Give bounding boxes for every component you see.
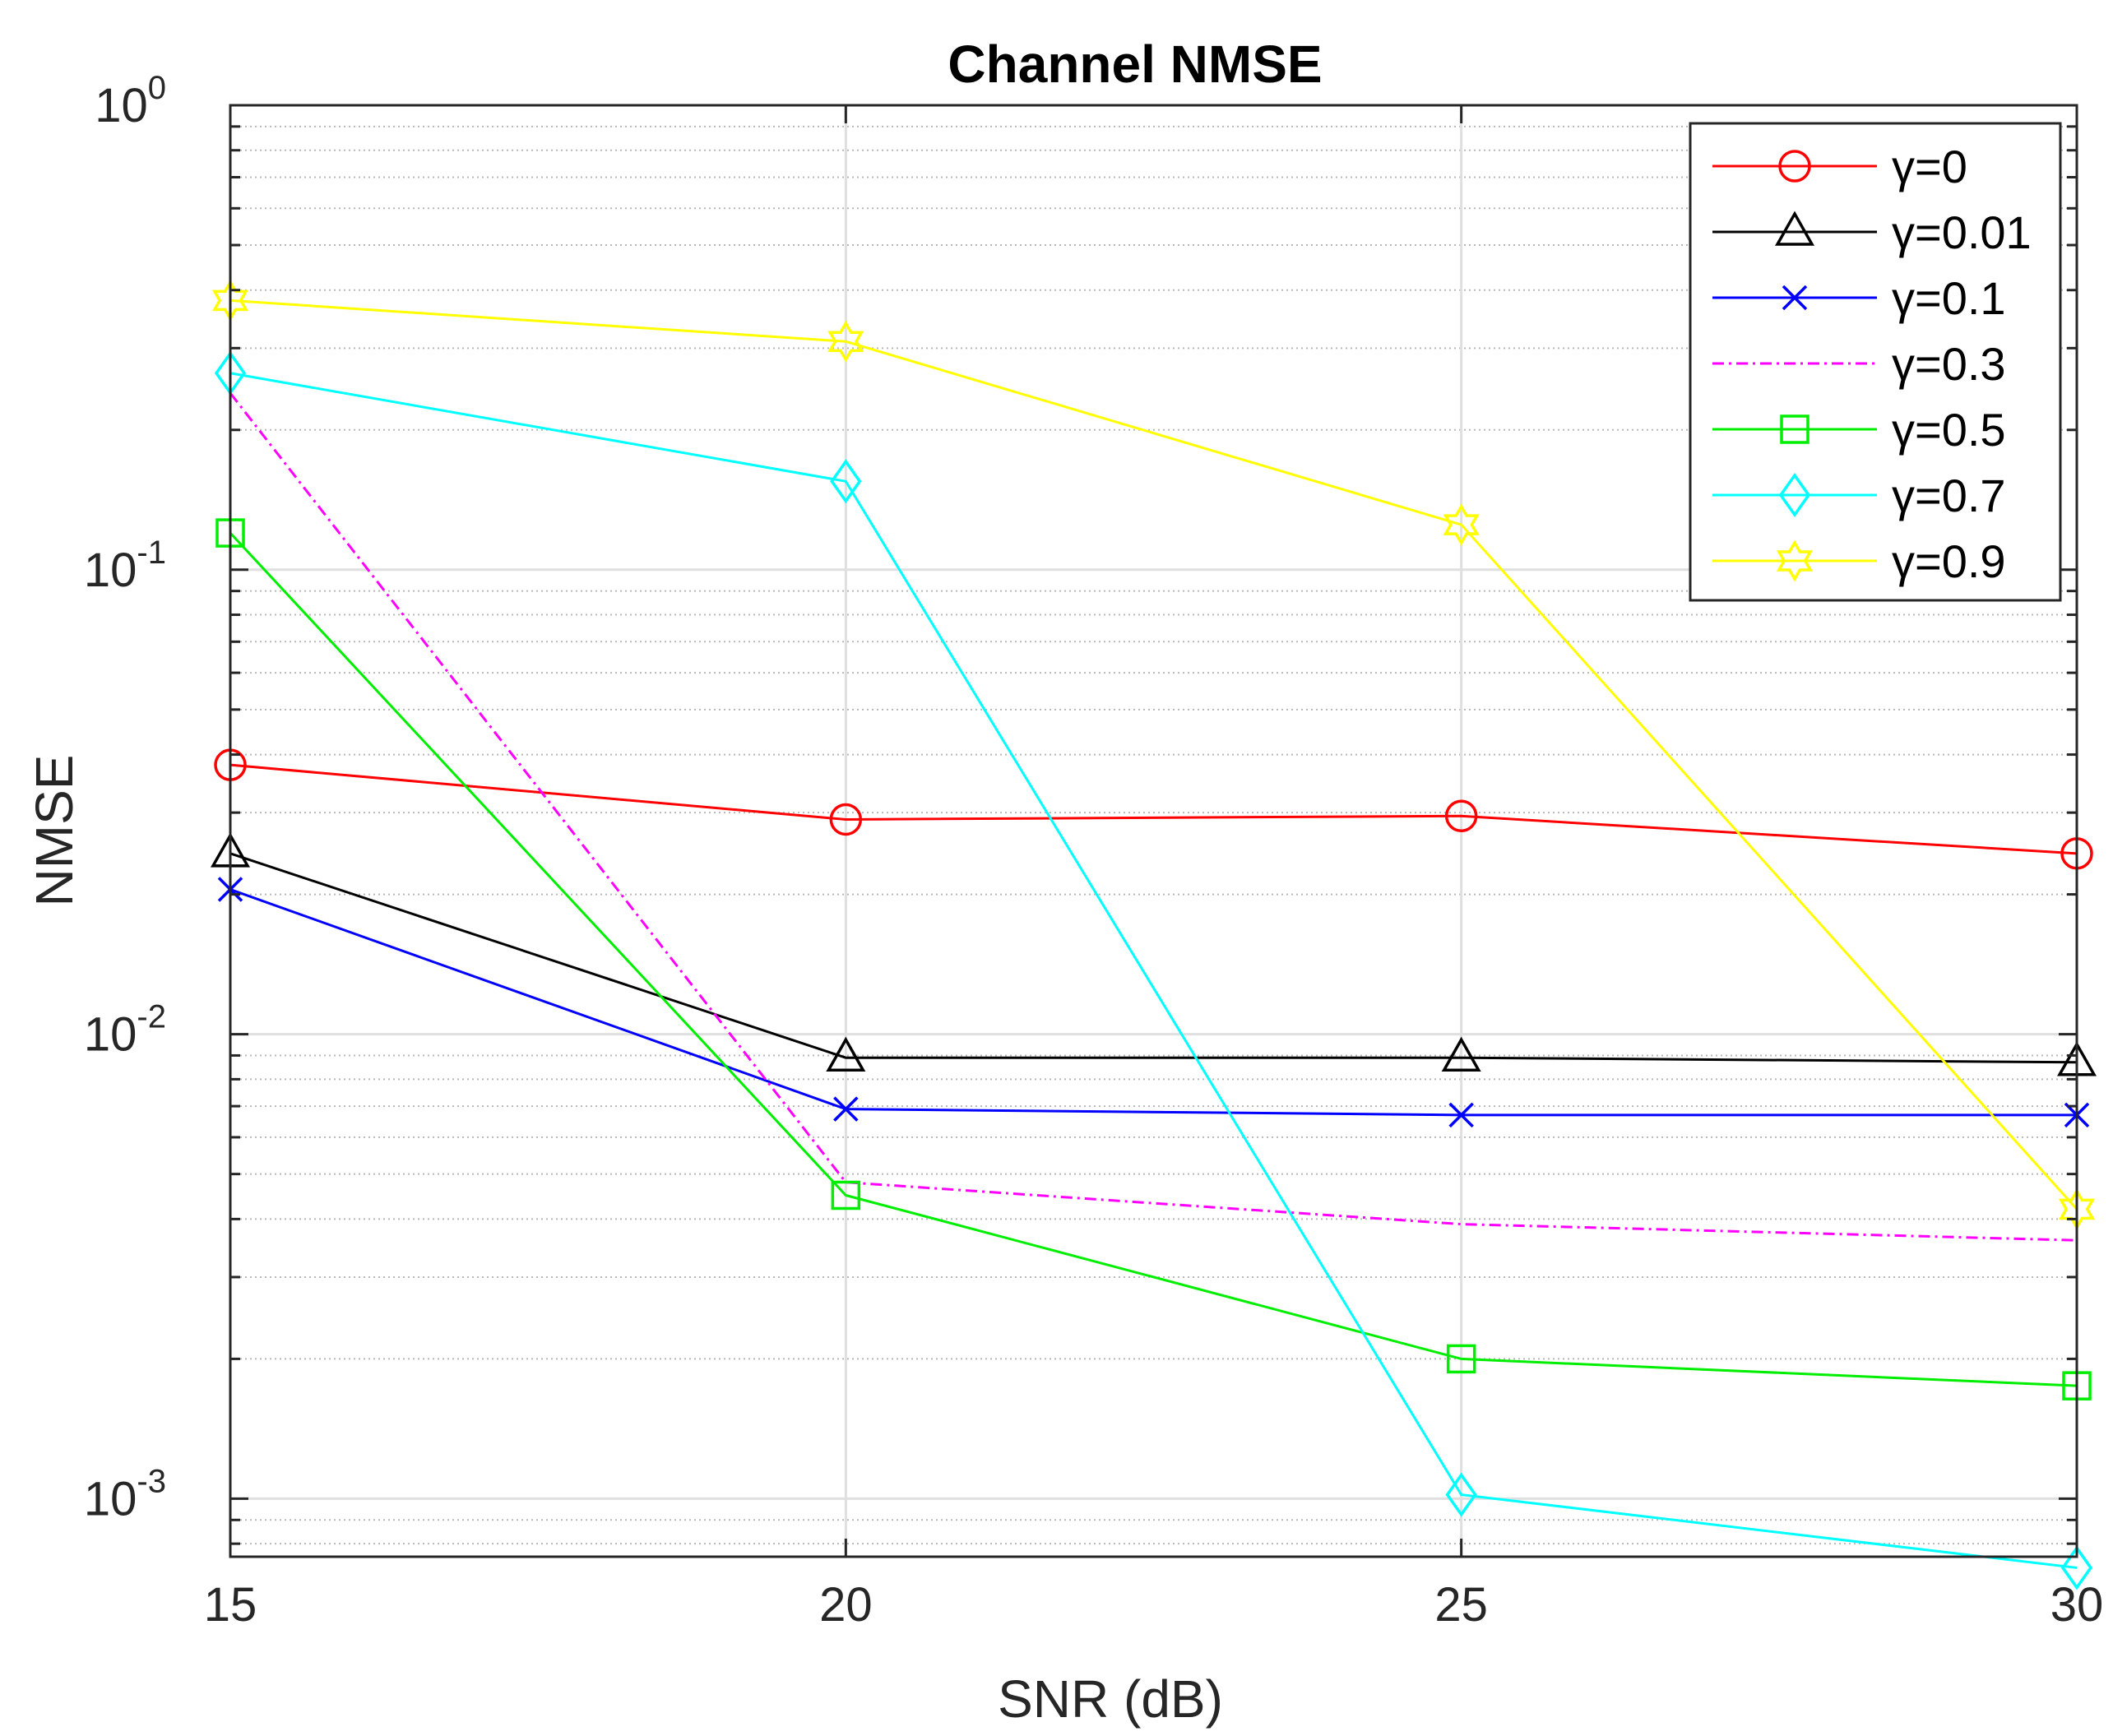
plot-frame <box>229 104 2078 1558</box>
legend-item: γ=0.01 <box>1712 206 2032 258</box>
x-tick-label: 15 <box>204 1578 257 1632</box>
chart-title: Channel NMSE <box>948 35 1322 94</box>
marker <box>1446 1344 1476 1374</box>
marker <box>1774 211 1815 246</box>
legend-box <box>1689 122 2062 602</box>
series-line <box>229 532 2078 1387</box>
legend-label: γ=0 <box>1892 141 1967 192</box>
legend-label: γ=0.3 <box>1892 338 2006 390</box>
legend-label: γ=0.1 <box>1892 272 2006 324</box>
legend-item: γ=0 <box>1712 141 1967 192</box>
series-line <box>229 299 2078 1211</box>
y-tick-label: 100 <box>95 70 166 132</box>
series-γ=0.3 <box>229 392 2078 1242</box>
x-tick-label: 30 <box>2050 1578 2104 1632</box>
legend-item: γ=0.3 <box>1712 338 2006 390</box>
series-line <box>229 372 2078 1569</box>
legend: γ=0 γ=0.01 γ=0.1 γ=0.3 γ=0.5 γ=0.7 γ=0.9 <box>1689 122 2062 602</box>
series-line <box>229 888 2077 1117</box>
marker <box>1778 150 1811 183</box>
marker <box>826 1036 866 1072</box>
marker <box>1448 1102 1474 1128</box>
series-line <box>229 763 2078 855</box>
marker <box>1441 1036 1481 1072</box>
marker <box>831 1180 861 1211</box>
marker <box>830 459 862 504</box>
y-axis-label: NMSE <box>25 755 84 907</box>
legend-label: γ=0.01 <box>1892 206 2032 258</box>
marker <box>827 320 864 363</box>
legend-item: γ=0.1 <box>1712 272 2006 324</box>
marker <box>1445 1472 1477 1517</box>
legend-label: γ=0.7 <box>1892 470 2006 521</box>
legend-item: γ=0.5 <box>1712 404 2006 456</box>
legend-label: γ=0.5 <box>1892 404 2006 456</box>
legend-label: γ=0.9 <box>1892 535 2006 587</box>
marker <box>833 1096 859 1122</box>
x-tick-label: 25 <box>1434 1578 1488 1632</box>
legend-item: γ=0.7 <box>1712 470 2006 521</box>
plot-series <box>210 279 2097 1590</box>
x-axis-label: SNR (dB) <box>998 1669 1223 1729</box>
marker <box>1780 414 1809 444</box>
marker <box>1776 539 1814 582</box>
marker <box>1782 285 1808 311</box>
marker <box>829 803 863 836</box>
marker <box>1444 799 1478 833</box>
marker <box>2060 1545 2093 1590</box>
y-tick-label: 10-3 <box>84 1463 166 1525</box>
marker <box>1778 472 1811 518</box>
marker <box>1443 503 1480 546</box>
series-line <box>229 392 2078 1242</box>
series-line <box>229 852 2078 1064</box>
x-tick-label: 20 <box>819 1578 873 1632</box>
legend-item: γ=0.9 <box>1712 535 2006 587</box>
